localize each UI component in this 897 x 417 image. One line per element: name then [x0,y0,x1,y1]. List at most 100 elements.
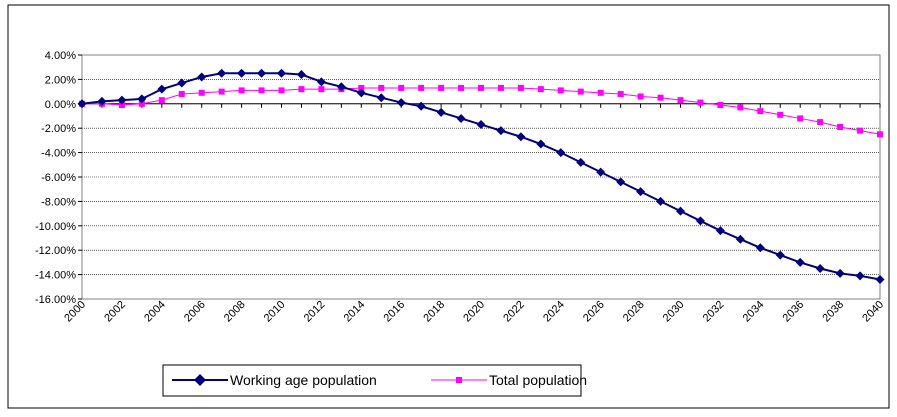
legend-label-working-age: Working age population [230,372,377,388]
data-point-total [617,91,624,98]
data-point-total [657,94,664,101]
data-point-working-age [755,243,765,253]
y-tick-label: 0.00% [45,99,76,111]
data-point-working-age [416,101,426,111]
series-layer [77,68,885,284]
y-tick-label: -16.00% [35,294,76,306]
legend-marker-total [456,377,462,383]
data-point-working-age [177,78,187,88]
data-point-total [877,131,883,138]
data-point-total [218,88,225,95]
data-point-working-age [556,148,566,158]
data-point-working-age [715,226,725,236]
data-point-working-age [77,99,87,109]
y-tick-label: 2.00% [45,74,76,86]
data-point-working-age [217,68,227,78]
data-point-working-age [336,82,346,92]
data-point-working-age [117,95,127,105]
data-point-working-age [695,216,705,226]
data-point-working-age [296,70,306,80]
y-tick-label: -14.00% [35,270,76,282]
data-point-working-age [676,206,685,216]
y-tick-label: -4.00% [41,148,76,160]
y-tick-label: -12.00% [35,245,76,257]
data-point-working-age [576,157,586,167]
chart-frame [7,4,890,409]
data-point-working-age [656,196,666,206]
y-tick-label: 4.00% [45,50,76,62]
data-point-total [278,87,285,94]
data-point-total [438,84,445,91]
data-point-working-age [436,107,446,117]
data-point-working-age [536,139,546,149]
data-point-total [637,93,644,100]
data-point-working-age [516,132,526,142]
data-point-working-age [735,234,745,244]
data-point-working-age [376,93,386,103]
data-point-total [597,89,604,96]
data-point-total [517,84,524,91]
data-point-working-age [277,68,286,78]
data-point-total [797,115,804,122]
data-point-working-age [97,96,107,106]
data-point-working-age [237,68,247,78]
data-point-total [497,84,504,91]
data-point-total [138,100,145,107]
data-point-working-age [815,264,825,273]
data-point-total [178,91,185,98]
data-point-total [378,84,385,91]
y-tick-label: -2.00% [41,123,76,135]
data-point-total [837,123,844,130]
data-point-total [857,127,864,134]
legend-marker-working-age [194,374,206,386]
data-point-working-age [157,84,167,94]
data-point-total [777,111,784,118]
data-point-total [717,102,724,109]
data-point-working-age [616,177,626,187]
data-point-total [757,108,764,115]
data-point-working-age [316,77,326,87]
legend: Working age population Total population [162,364,587,397]
data-point-working-age [496,126,506,136]
data-point-total [238,87,245,94]
legend-label-total: Total population [489,372,587,388]
data-point-working-age [775,250,785,260]
data-point-total [817,119,824,126]
data-point-total [298,86,305,93]
data-point-working-age [396,98,406,108]
y-tick-label: -8.00% [41,196,76,208]
data-point-working-age [356,88,366,98]
y-axis-ticks: 4.00% 2.00% 0.00% -2.00% -4.00% -6.00% -8.00% -… [35,50,82,306]
data-point-working-age [456,113,466,123]
data-point-total [198,89,205,96]
data-point-total [398,84,405,91]
data-point-total [318,86,325,93]
legend-box [162,364,582,397]
data-point-working-age [835,268,845,278]
data-point-working-age [875,274,885,284]
data-point-total [358,84,365,91]
data-point-total [577,88,584,95]
data-point-working-age [197,72,207,82]
data-point-working-age [257,68,267,78]
data-point-total [118,102,125,109]
data-point-total [697,99,704,106]
data-point-total [677,97,684,104]
data-point-working-age [137,94,147,104]
data-point-total [478,84,484,91]
data-point-working-age [636,187,646,197]
data-point-total [557,87,564,94]
data-point-total [258,87,265,94]
data-point-total [158,97,165,104]
data-point-working-age [596,167,606,177]
data-point-total [458,84,465,91]
data-point-total [737,104,744,111]
data-point-working-age [476,120,486,130]
data-point-working-age [795,257,805,267]
y-tick-label: -10.00% [35,221,76,233]
y-tick-label: -6.00% [41,172,76,184]
data-point-total [418,84,425,91]
data-point-total [537,86,544,93]
